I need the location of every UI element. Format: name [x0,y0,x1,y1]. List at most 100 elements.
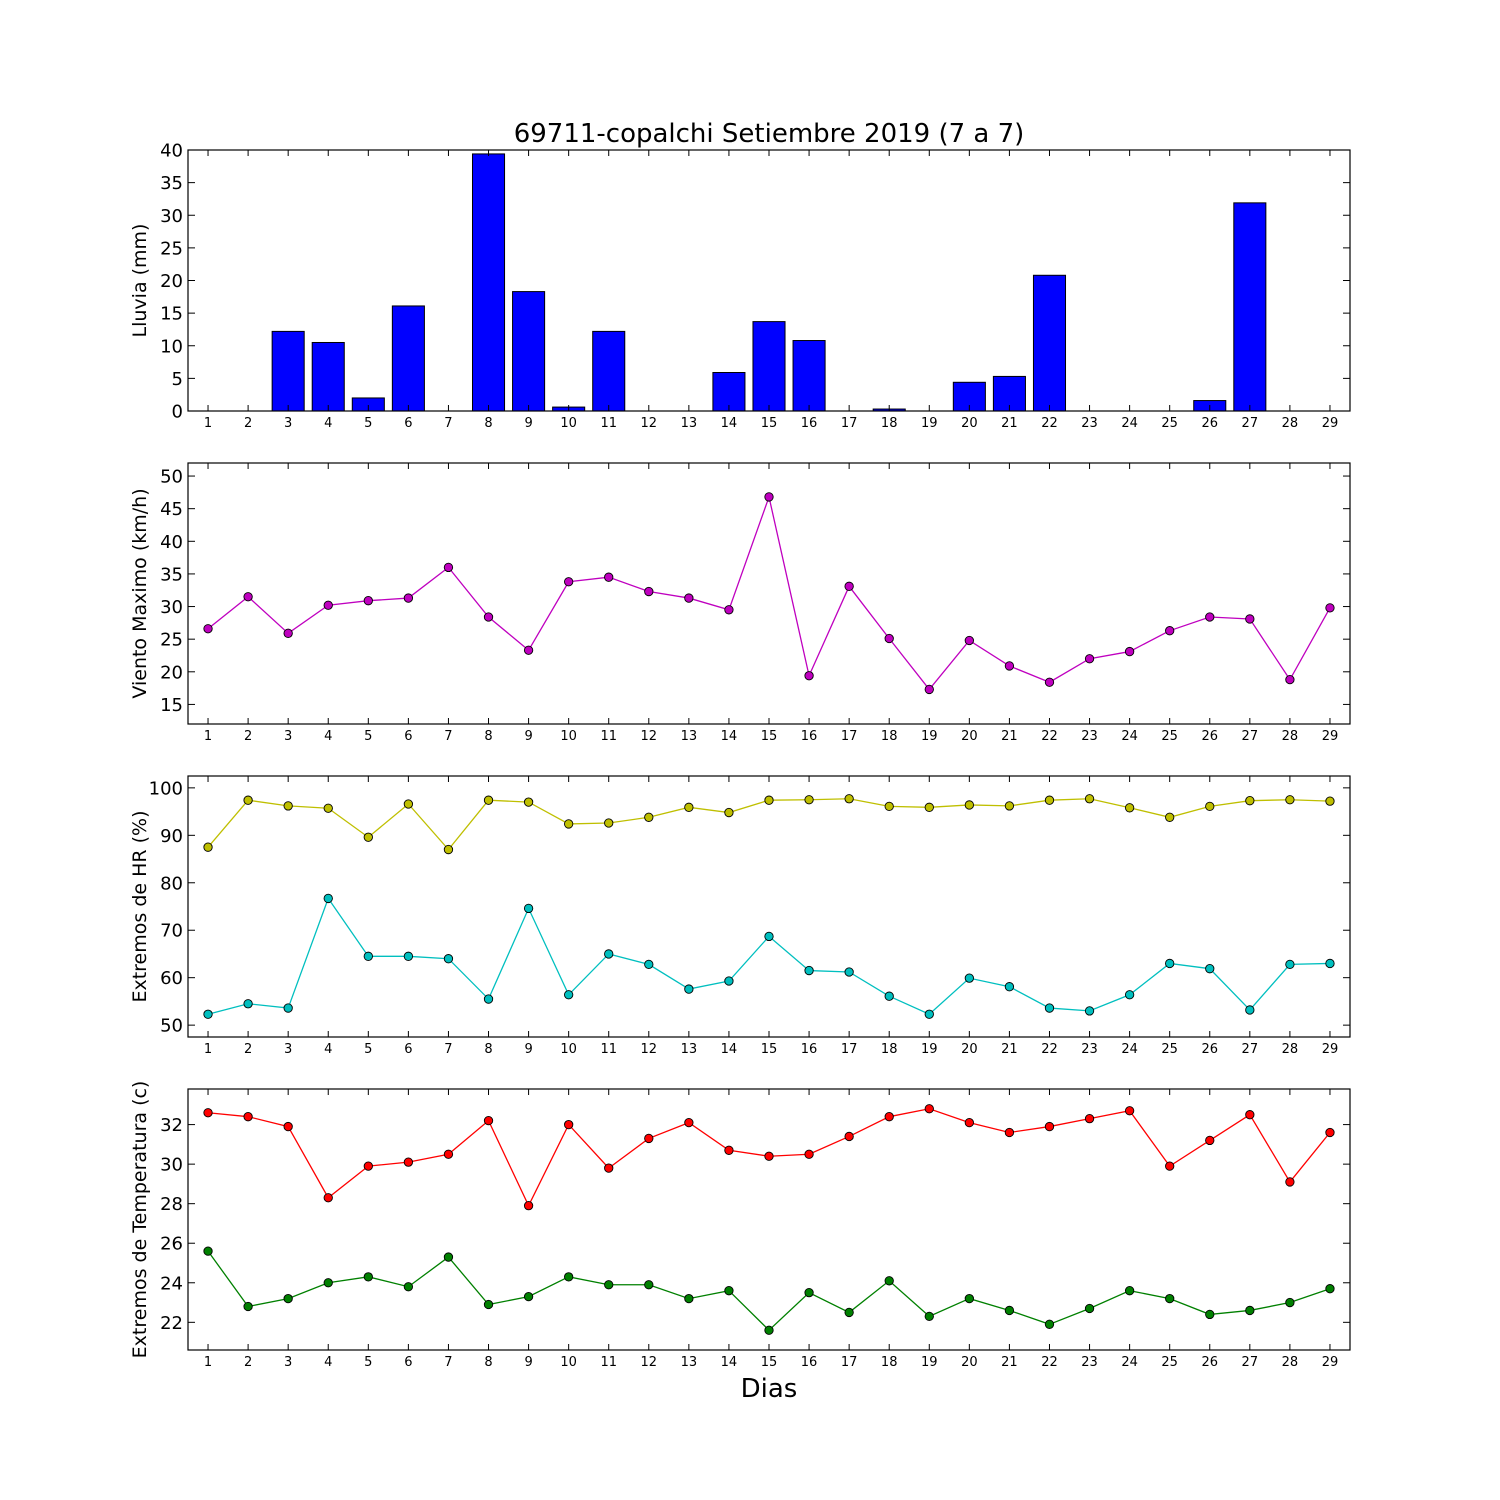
temperature-xtick-label-25: 25 [1161,1355,1178,1370]
rain-y-axis-label: Lluvia (mm) [129,224,151,338]
temperature-xtick-label-3: 3 [284,1355,292,1370]
rain-xtick-label-6: 6 [404,416,412,431]
humidity-series-2-point-day-23 [1084,1006,1095,1016]
wind-ytick-label-25: 25 [160,630,183,651]
wind-ytick-label-45: 45 [160,499,183,520]
temperature-series-1-point-day-2 [243,1112,253,1122]
wind-xtick-label-23: 23 [1081,729,1098,744]
temperature-xtick-label-12: 12 [641,1355,658,1370]
humidity-y-axis-label: Extremos de HR (%) [129,810,151,1002]
temperature-series-2-point-day-7 [443,1252,454,1262]
humidity-series-2-point-day-29 [1325,958,1335,969]
rain-xtick-label-21: 21 [1001,416,1018,431]
humidity-series-1-point-day-14 [724,807,734,818]
wind-series-1-point-day-19 [924,684,934,695]
humidity-series-1-point-day-10 [564,819,574,829]
temperature-xtick-label-21: 21 [1001,1355,1018,1370]
humidity-xtick-label-3: 3 [284,1042,292,1057]
temperature-series-2-point-day-13 [684,1293,694,1304]
temperature-series-2-point-day-17 [844,1307,854,1318]
rain-xtick-label-18: 18 [881,416,898,431]
humidity-xtick-label-18: 18 [881,1042,898,1057]
temperature-ytick-label-30: 30 [160,1155,183,1176]
wind-xtick-label-12: 12 [641,729,658,744]
humidity-series-2-point-day-5 [363,951,373,961]
humidity-series-1-point-day-15 [764,795,774,805]
wind-xtick-label-25: 25 [1161,729,1178,744]
humidity-xtick-label-8: 8 [484,1042,492,1057]
rain-xtick-label-5: 5 [364,416,372,431]
temperature-series-1-point-day-7 [443,1149,454,1159]
temperature-series-1-point-day-5 [363,1161,373,1171]
humidity-ytick-label-50: 50 [160,1016,183,1037]
wind-series-1-point-day-10 [564,577,574,587]
temperature-series-1-point-day-16 [804,1149,814,1159]
wind-xtick-label-29: 29 [1322,729,1339,744]
panel-wind: 1 2 3 4 5 6 7 8 9 10 11 12 13 14 15 16 17 18 19 20 21 22 23 24 2… [129,462,1351,744]
temperature-series-1-point-day-1 [203,1108,213,1118]
temperature-xtick-label-19: 19 [921,1355,938,1370]
humidity-series-1-point-day-27 [1245,796,1255,806]
rain-ytick-label-35: 35 [160,173,183,194]
humidity-series-1-point-day-16 [804,795,814,805]
wind-series-1-point-day-16 [804,671,814,681]
temperature-series-1-point-day-26 [1205,1135,1215,1146]
humidity-series-2-point-day-19 [924,1009,934,1019]
humidity-ytick-label-60: 60 [160,968,183,989]
temperature-series-2-point-day-6 [403,1282,414,1292]
rain-xtick-label-11: 11 [600,416,617,431]
humidity-xtick-label-4: 4 [324,1042,332,1057]
humidity-series-2-point-day-10 [564,990,574,1000]
bar-day-16 [792,340,826,412]
rain-xtick-label-25: 25 [1161,416,1178,431]
wind-ytick-label-35: 35 [160,564,183,585]
humidity-series-2-point-day-24 [1124,990,1135,1000]
temperature-series-2-point-day-8 [483,1299,494,1310]
wind-xtick-label-26: 26 [1201,729,1218,744]
panel-humidity: 1 2 3 4 5 6 7 8 9 10 11 12 13 14 15 16 17 18 19 20 21 22 23 24 2… [129,775,1351,1057]
humidity-series-1-point-day-11 [604,818,614,828]
bar-day-27 [1233,202,1267,412]
humidity-series-1-point-day-9 [523,797,534,807]
humidity-ytick-label-70: 70 [160,921,183,942]
humidity-xtick-label-17: 17 [841,1042,858,1057]
humidity-series-1-point-day-8 [483,795,494,805]
humidity-xtick-label-24: 24 [1121,1042,1138,1057]
temperature-series-1-point-day-13 [684,1117,694,1128]
chart-title: 69711-copalchi Setiembre 2019 (7 a 7) [514,119,1025,149]
humidity-series-1-point-day-25 [1165,812,1175,822]
wind-xtick-label-28: 28 [1282,729,1299,744]
temperature-xtick-label-10: 10 [560,1355,577,1370]
wind-series-1-point-day-22 [1044,677,1055,687]
temperature-series-1-point-day-18 [884,1112,894,1122]
rain-xtick-label-9: 9 [524,416,532,431]
wind-xtick-label-5: 5 [364,729,372,744]
humidity-series-2-point-day-12 [644,959,654,970]
humidity-xtick-label-22: 22 [1041,1042,1058,1057]
temperature-series-1-point-day-22 [1044,1121,1055,1132]
wind-series-1-point-day-8 [483,612,494,622]
temperature-series-1-point-day-25 [1165,1161,1175,1171]
temperature-series-2-point-day-23 [1084,1303,1095,1314]
rain-xtick-label-14: 14 [721,416,738,431]
humidity-series-2-point-day-17 [844,967,854,977]
humidity-series-1-point-day-4 [323,803,333,813]
temperature-xtick-label-20: 20 [961,1355,978,1370]
temperature-series-2-point-day-28 [1285,1297,1295,1308]
temperature-xtick-label-4: 4 [324,1355,332,1370]
rain-xtick-label-10: 10 [560,416,577,431]
wind-series-1-point-day-25 [1165,626,1175,636]
temperature-ytick-label-24: 24 [160,1273,183,1294]
wind-ytick-label-30: 30 [160,597,183,618]
wind-xtick-label-15: 15 [761,729,778,744]
wind-series-1-point-day-26 [1205,612,1215,622]
wind-y-axis-label: Viento Maximo (km/h) [129,488,151,698]
rain-xtick-label-4: 4 [324,416,332,431]
rain-xtick-label-29: 29 [1322,416,1339,431]
humidity-series-2-point-day-1 [203,1009,213,1019]
wind-xtick-label-16: 16 [801,729,818,744]
humidity-xtick-label-27: 27 [1242,1042,1259,1057]
panel-rain: 1 2 3 4 5 6 7 8 9 10 11 12 13 14 15 16 17 18 19 20 21 22 23 24 2… [129,141,1351,431]
temperature-xtick-label-2: 2 [244,1355,252,1370]
